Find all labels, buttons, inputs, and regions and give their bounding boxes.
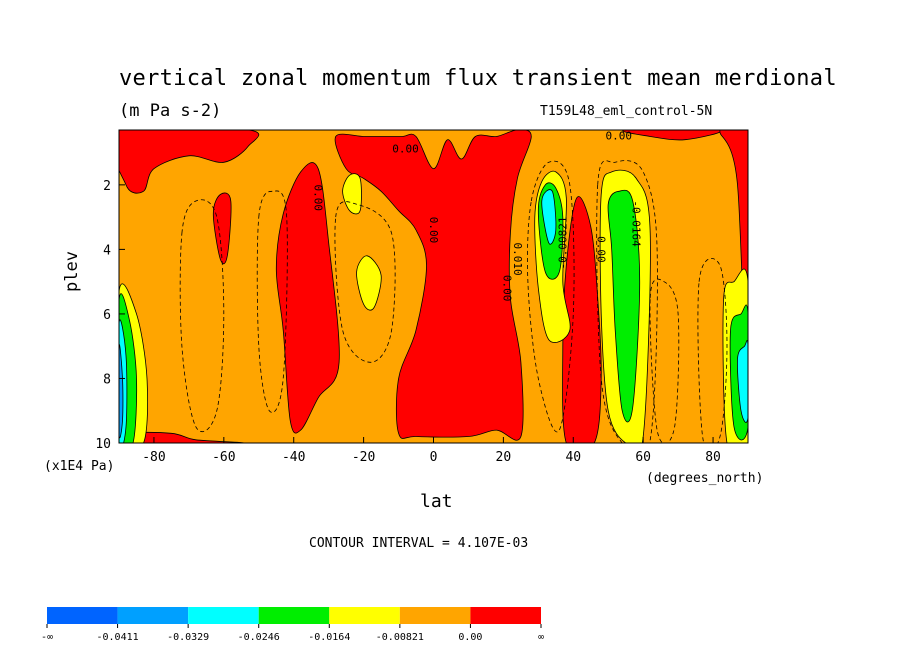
contour-label-3: 0.00 bbox=[427, 217, 440, 244]
contour-interval: CONTOUR INTERVAL = 4.107E-03 bbox=[309, 536, 529, 551]
colorbar-label: ∞ bbox=[538, 632, 544, 643]
x-tick-label: 80 bbox=[705, 450, 721, 465]
contour-region-3 bbox=[334, 130, 532, 441]
x-tick-label: 40 bbox=[565, 450, 581, 465]
x-tick-label: -60 bbox=[212, 450, 235, 465]
colorbar-swatch bbox=[399, 607, 471, 624]
y-tick-label: 2 bbox=[103, 179, 111, 194]
contour-label-4: 0.00 bbox=[500, 275, 513, 302]
colorbar-label: -∞ bbox=[41, 632, 53, 643]
chart-units: (m Pa s-2) bbox=[119, 101, 222, 121]
y-tick-label: 4 bbox=[103, 243, 111, 258]
colorbar-label: -0.0411 bbox=[96, 632, 138, 643]
colorbar-swatch bbox=[188, 607, 259, 624]
y-tick-label: 8 bbox=[103, 372, 111, 387]
negative-contour-line-5 bbox=[649, 278, 680, 443]
contour-region-18 bbox=[607, 189, 641, 423]
y-tick-label: 6 bbox=[103, 308, 111, 323]
contour-label-2: 0.00 bbox=[312, 185, 325, 212]
colorbar-swatch bbox=[117, 607, 189, 624]
negative-contour-line-3 bbox=[527, 160, 575, 433]
contour-label-5: 0.010 bbox=[511, 243, 524, 276]
negative-contour-line-0 bbox=[256, 190, 288, 413]
contour-region-21 bbox=[737, 340, 748, 423]
colorbar-swatch bbox=[329, 607, 400, 624]
colorbar-label: -0.0329 bbox=[167, 632, 209, 643]
x-tick-label: -20 bbox=[352, 450, 375, 465]
contour-region-16 bbox=[541, 189, 557, 245]
colorbar-label: -0.0164 bbox=[308, 632, 350, 643]
contour-region-1 bbox=[275, 162, 340, 434]
x-tick-label: -40 bbox=[282, 450, 305, 465]
run-label: T159L48_eml_control-5N bbox=[540, 104, 713, 119]
y-tick-label: 10 bbox=[95, 437, 111, 452]
contour-label-0: 0.00 bbox=[392, 143, 419, 156]
contour-region-4 bbox=[562, 196, 602, 443]
colorbar-label: -0.00821 bbox=[376, 632, 424, 643]
negative-contour-line-2 bbox=[334, 201, 396, 363]
colorbar-swatch bbox=[470, 607, 541, 624]
contour-label-7: 0.00 bbox=[595, 236, 608, 263]
negative-contour-line-4 bbox=[596, 160, 658, 443]
contour-region-5 bbox=[622, 130, 723, 141]
x-tick-label: 0 bbox=[430, 450, 438, 465]
contour-fields: 0.000.000.000.000.000.010 -0.00821 0.00-0.… bbox=[119, 130, 748, 443]
colorbar-label: -0.0246 bbox=[238, 632, 280, 643]
x-tick-label: 20 bbox=[496, 450, 512, 465]
contour-region-2 bbox=[212, 192, 232, 265]
colorbar-label: 0.00 bbox=[458, 632, 482, 643]
x-tick-label: 60 bbox=[635, 450, 651, 465]
x-tick-label: -80 bbox=[142, 450, 165, 465]
contour-region-6 bbox=[719, 130, 748, 437]
contour-region-13 bbox=[356, 255, 382, 311]
negative-contour-line-1 bbox=[179, 199, 225, 432]
y-axis-units: (x1E4 Pa) bbox=[44, 459, 115, 474]
contour-label-1: 0.00 bbox=[605, 130, 632, 143]
chart-title: vertical zonal momentum flux transient m… bbox=[119, 66, 837, 91]
colorbar-swatch bbox=[47, 607, 118, 624]
contour-label-6: -0.00821 bbox=[556, 216, 569, 269]
contour-region-11 bbox=[119, 344, 124, 439]
x-axis-label: lat bbox=[420, 491, 453, 512]
contour-label-8: -0.0164 bbox=[630, 200, 643, 247]
x-axis-units: (degrees_north) bbox=[646, 471, 764, 486]
colorbar-swatch bbox=[258, 607, 330, 624]
